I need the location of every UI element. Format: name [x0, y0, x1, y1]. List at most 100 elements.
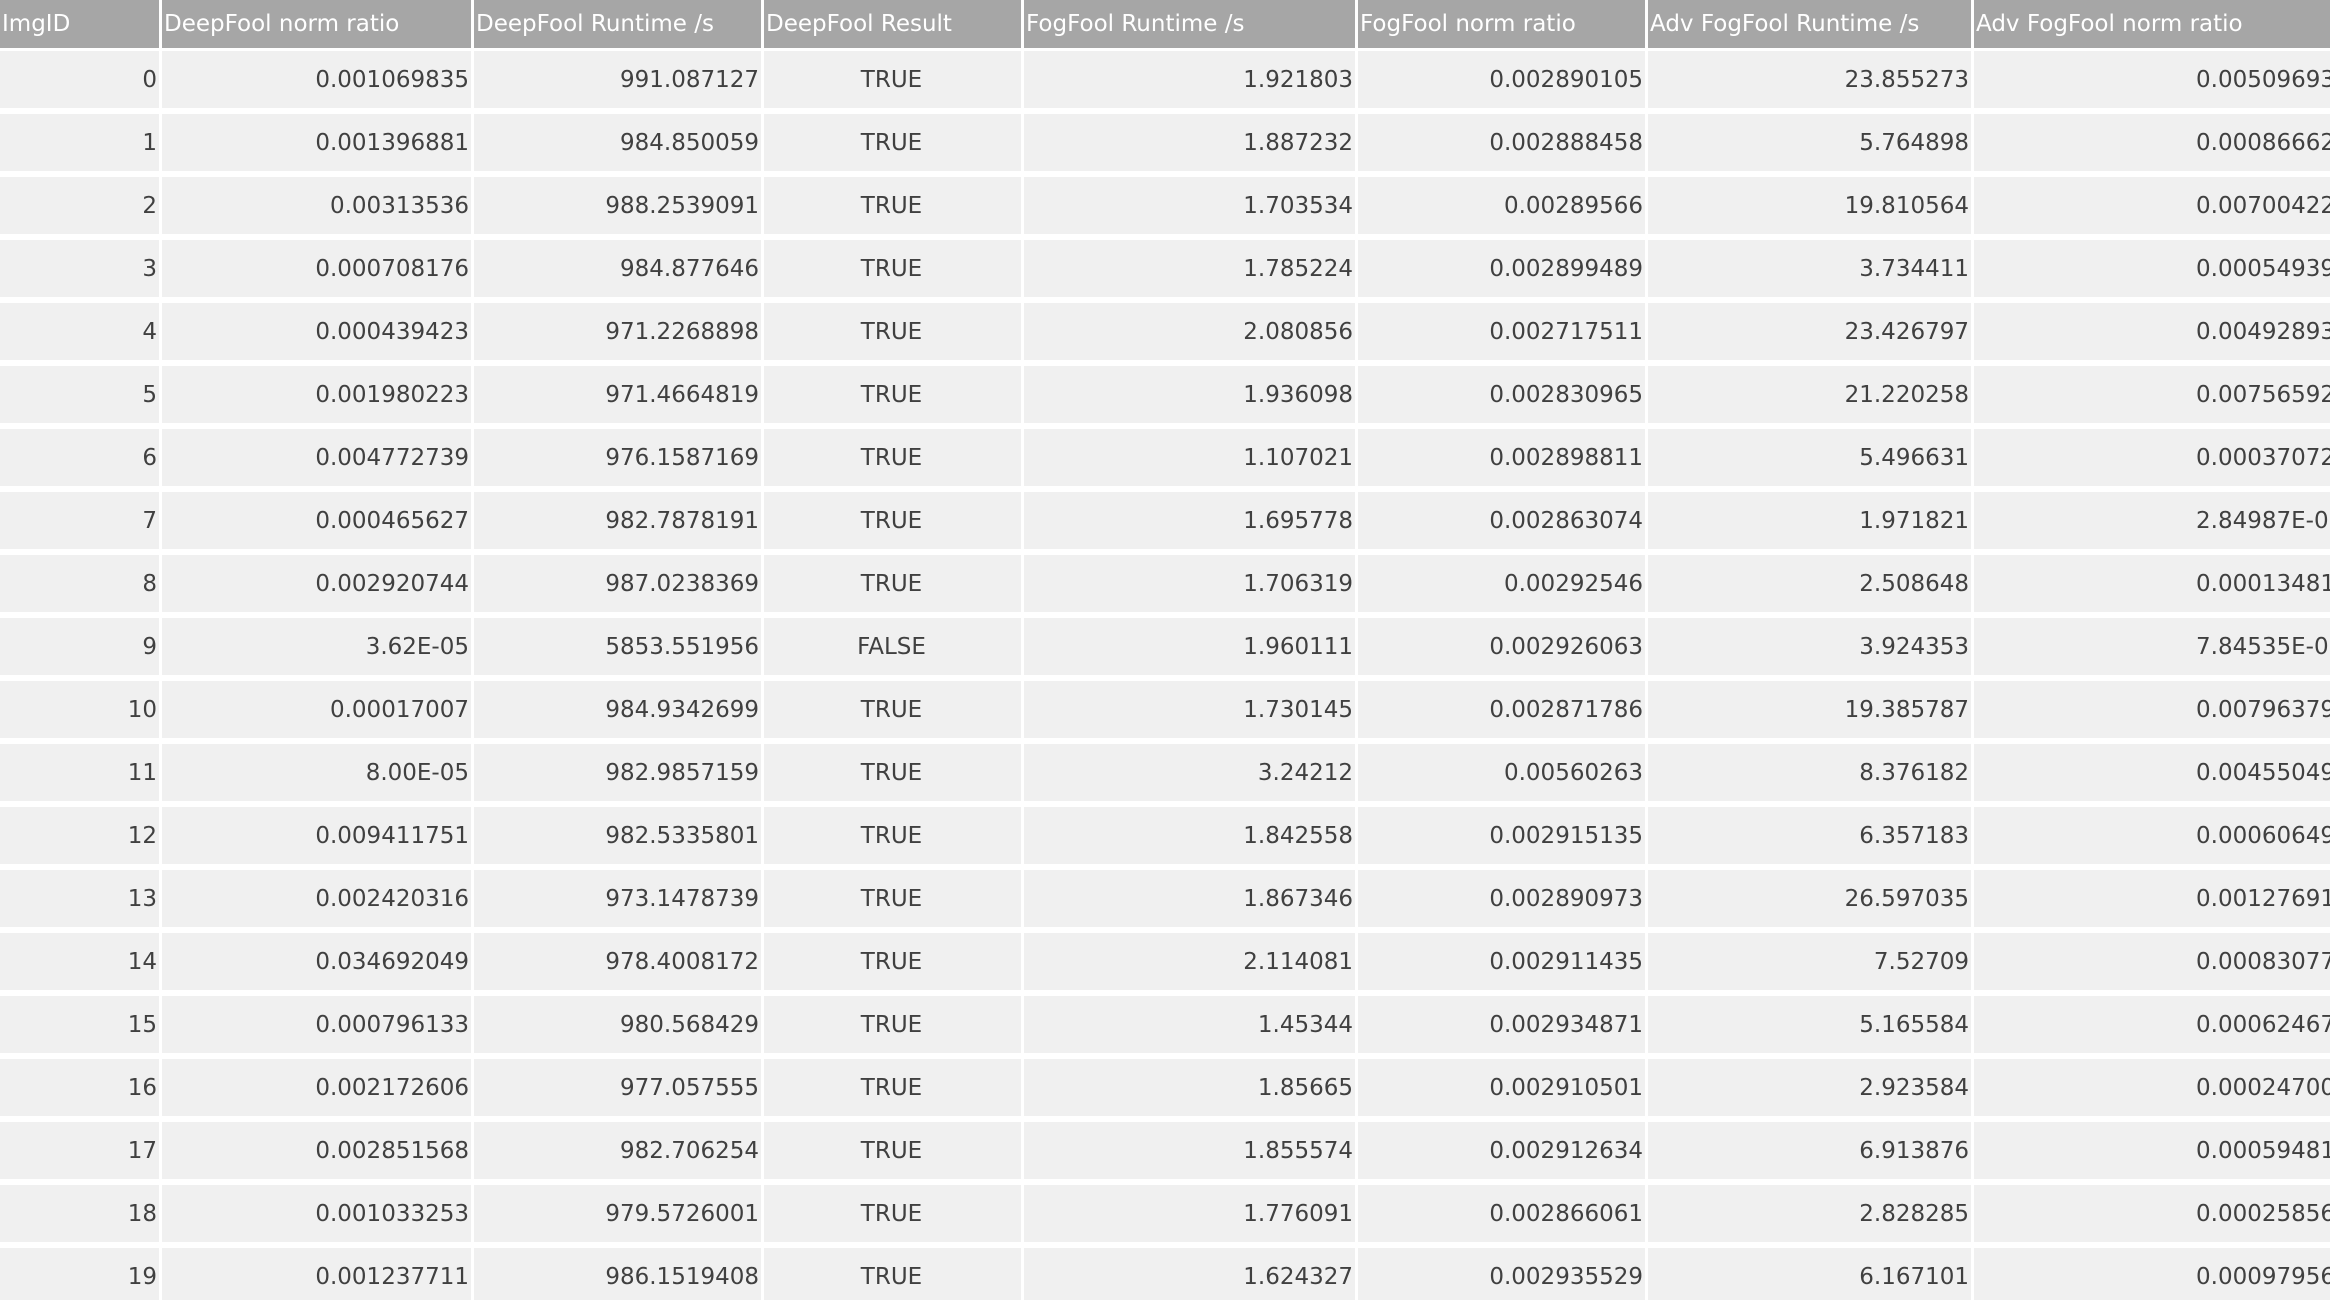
- cell-imgid[interactable]: 0: [0, 51, 162, 114]
- cell-fogfool-norm-ratio[interactable]: 0.002899489: [1358, 240, 1648, 303]
- cell-deepfool-result[interactable]: TRUE: [764, 807, 1024, 870]
- cell-deepfool-result[interactable]: TRUE: [764, 681, 1024, 744]
- cell-deepfool-norm-ratio[interactable]: 0.001033253: [162, 1185, 474, 1248]
- cell-fogfool-runtime[interactable]: 1.936098: [1024, 366, 1358, 429]
- cell-imgid[interactable]: 17: [0, 1122, 162, 1185]
- cell-deepfool-runtime[interactable]: 978.4008172: [474, 933, 764, 996]
- cell-deepfool-runtime[interactable]: 982.5335801: [474, 807, 764, 870]
- column-header-fogfool-runtime[interactable]: FogFool Runtime /s: [1024, 0, 1358, 51]
- cell-fogfool-norm-ratio[interactable]: 0.00292546: [1358, 555, 1648, 618]
- cell-deepfool-norm-ratio[interactable]: 0.000439423: [162, 303, 474, 366]
- cell-deepfool-norm-ratio[interactable]: 0.009411751: [162, 807, 474, 870]
- cell-adv-fogfool-runtime[interactable]: 23.426797: [1648, 303, 1974, 366]
- cell-deepfool-result[interactable]: TRUE: [764, 177, 1024, 240]
- cell-fogfool-runtime[interactable]: 2.080856: [1024, 303, 1358, 366]
- cell-deepfool-norm-ratio[interactable]: 0.001980223: [162, 366, 474, 429]
- column-header-deepfool-runtime[interactable]: DeepFool Runtime /s: [474, 0, 764, 51]
- cell-adv-fogfool-norm-ratio[interactable]: 0.00756592: [1974, 366, 2330, 429]
- column-header-deepfool-norm-ratio[interactable]: DeepFool norm ratio: [162, 0, 474, 51]
- cell-imgid[interactable]: 14: [0, 933, 162, 996]
- cell-adv-fogfool-norm-ratio[interactable]: 0.00492893: [1974, 303, 2330, 366]
- cell-imgid[interactable]: 18: [0, 1185, 162, 1248]
- column-header-adv-fogfool-norm-ratio[interactable]: Adv FogFool norm ratio: [1974, 0, 2330, 51]
- cell-fogfool-norm-ratio[interactable]: 0.002717511: [1358, 303, 1648, 366]
- cell-deepfool-norm-ratio[interactable]: 0.000708176: [162, 240, 474, 303]
- cell-fogfool-norm-ratio[interactable]: 0.002863074: [1358, 492, 1648, 555]
- cell-fogfool-norm-ratio[interactable]: 0.002890973: [1358, 870, 1648, 933]
- cell-adv-fogfool-runtime[interactable]: 3.734411: [1648, 240, 1974, 303]
- cell-adv-fogfool-norm-ratio[interactable]: 0.00455049: [1974, 744, 2330, 807]
- cell-adv-fogfool-runtime[interactable]: 1.971821: [1648, 492, 1974, 555]
- cell-deepfool-result[interactable]: TRUE: [764, 303, 1024, 366]
- cell-adv-fogfool-norm-ratio[interactable]: 2.84987E-0: [1974, 492, 2330, 555]
- cell-fogfool-runtime[interactable]: 1.45344: [1024, 996, 1358, 1059]
- cell-imgid[interactable]: 12: [0, 807, 162, 870]
- cell-deepfool-runtime[interactable]: 977.057555: [474, 1059, 764, 1122]
- cell-adv-fogfool-runtime[interactable]: 6.357183: [1648, 807, 1974, 870]
- cell-adv-fogfool-norm-ratio[interactable]: 0.00013481: [1974, 555, 2330, 618]
- cell-imgid[interactable]: 9: [0, 618, 162, 681]
- cell-fogfool-runtime[interactable]: 1.730145: [1024, 681, 1358, 744]
- cell-deepfool-result[interactable]: TRUE: [764, 51, 1024, 114]
- cell-adv-fogfool-runtime[interactable]: 19.385787: [1648, 681, 1974, 744]
- cell-deepfool-norm-ratio[interactable]: 0.002420316: [162, 870, 474, 933]
- cell-deepfool-runtime[interactable]: 984.877646: [474, 240, 764, 303]
- cell-deepfool-norm-ratio[interactable]: 0.001069835: [162, 51, 474, 114]
- cell-adv-fogfool-norm-ratio[interactable]: 0.00025856: [1974, 1185, 2330, 1248]
- cell-fogfool-norm-ratio[interactable]: 0.002912634: [1358, 1122, 1648, 1185]
- cell-imgid[interactable]: 4: [0, 303, 162, 366]
- cell-fogfool-runtime[interactable]: 1.624327: [1024, 1248, 1358, 1300]
- cell-deepfool-runtime[interactable]: 987.0238369: [474, 555, 764, 618]
- cell-adv-fogfool-norm-ratio[interactable]: 0.00086662: [1974, 114, 2330, 177]
- cell-fogfool-norm-ratio[interactable]: 0.00560263: [1358, 744, 1648, 807]
- cell-imgid[interactable]: 13: [0, 870, 162, 933]
- cell-fogfool-norm-ratio[interactable]: 0.002910501: [1358, 1059, 1648, 1122]
- cell-fogfool-norm-ratio[interactable]: 0.002866061: [1358, 1185, 1648, 1248]
- cell-deepfool-result[interactable]: TRUE: [764, 744, 1024, 807]
- cell-imgid[interactable]: 2: [0, 177, 162, 240]
- cell-adv-fogfool-norm-ratio[interactable]: 0.00062467: [1974, 996, 2330, 1059]
- cell-deepfool-result[interactable]: TRUE: [764, 870, 1024, 933]
- cell-fogfool-runtime[interactable]: 1.960111: [1024, 618, 1358, 681]
- cell-deepfool-result[interactable]: TRUE: [764, 429, 1024, 492]
- cell-adv-fogfool-norm-ratio[interactable]: 0.00796379: [1974, 681, 2330, 744]
- cell-fogfool-norm-ratio[interactable]: 0.002915135: [1358, 807, 1648, 870]
- cell-deepfool-result[interactable]: TRUE: [764, 1248, 1024, 1300]
- cell-adv-fogfool-norm-ratio[interactable]: 0.00059481: [1974, 1122, 2330, 1185]
- cell-adv-fogfool-norm-ratio[interactable]: 7.84535E-0: [1974, 618, 2330, 681]
- cell-adv-fogfool-runtime[interactable]: 7.52709: [1648, 933, 1974, 996]
- cell-adv-fogfool-runtime[interactable]: 19.810564: [1648, 177, 1974, 240]
- cell-deepfool-runtime[interactable]: 979.5726001: [474, 1185, 764, 1248]
- cell-adv-fogfool-runtime[interactable]: 23.855273: [1648, 51, 1974, 114]
- cell-adv-fogfool-norm-ratio[interactable]: 0.00024700: [1974, 1059, 2330, 1122]
- column-header-adv-fogfool-runtime[interactable]: Adv FogFool Runtime /s: [1648, 0, 1974, 51]
- column-header-deepfool-result[interactable]: DeepFool Result: [764, 0, 1024, 51]
- cell-deepfool-runtime[interactable]: 971.4664819: [474, 366, 764, 429]
- cell-fogfool-runtime[interactable]: 1.785224: [1024, 240, 1358, 303]
- column-header-imgid[interactable]: ImgID: [0, 0, 162, 51]
- cell-deepfool-norm-ratio[interactable]: 0.002920744: [162, 555, 474, 618]
- cell-fogfool-runtime[interactable]: 1.703534: [1024, 177, 1358, 240]
- cell-deepfool-norm-ratio[interactable]: 0.034692049: [162, 933, 474, 996]
- cell-fogfool-runtime[interactable]: 1.107021: [1024, 429, 1358, 492]
- cell-adv-fogfool-norm-ratio[interactable]: 0.00037072: [1974, 429, 2330, 492]
- cell-deepfool-result[interactable]: TRUE: [764, 1059, 1024, 1122]
- cell-deepfool-runtime[interactable]: 986.1519408: [474, 1248, 764, 1300]
- cell-adv-fogfool-norm-ratio[interactable]: 0.00127691: [1974, 870, 2330, 933]
- cell-imgid[interactable]: 6: [0, 429, 162, 492]
- cell-adv-fogfool-runtime[interactable]: 2.923584: [1648, 1059, 1974, 1122]
- cell-adv-fogfool-runtime[interactable]: 2.508648: [1648, 555, 1974, 618]
- cell-deepfool-norm-ratio[interactable]: 3.62E-05: [162, 618, 474, 681]
- cell-deepfool-runtime[interactable]: 984.9342699: [474, 681, 764, 744]
- cell-fogfool-runtime[interactable]: 1.842558: [1024, 807, 1358, 870]
- cell-deepfool-norm-ratio[interactable]: 0.002172606: [162, 1059, 474, 1122]
- cell-deepfool-runtime[interactable]: 982.7878191: [474, 492, 764, 555]
- cell-fogfool-norm-ratio[interactable]: 0.002890105: [1358, 51, 1648, 114]
- cell-fogfool-norm-ratio[interactable]: 0.002830965: [1358, 366, 1648, 429]
- cell-fogfool-norm-ratio[interactable]: 0.002898811: [1358, 429, 1648, 492]
- cell-deepfool-result[interactable]: FALSE: [764, 618, 1024, 681]
- cell-deepfool-runtime[interactable]: 973.1478739: [474, 870, 764, 933]
- cell-fogfool-norm-ratio[interactable]: 0.002911435: [1358, 933, 1648, 996]
- cell-deepfool-result[interactable]: TRUE: [764, 366, 1024, 429]
- cell-fogfool-norm-ratio[interactable]: 0.00289566: [1358, 177, 1648, 240]
